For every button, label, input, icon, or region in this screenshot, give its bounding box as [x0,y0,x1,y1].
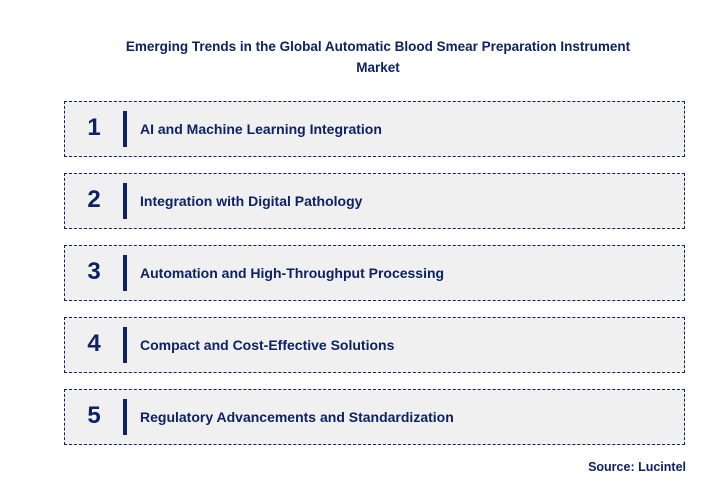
trend-label: Integration with Digital Pathology [140,193,363,209]
trend-label: Regulatory Advancements and Standardizat… [140,409,454,425]
list-item[interactable]: 1 AI and Machine Learning Integration [64,101,685,157]
source-attribution: Source: Lucintel [588,458,686,476]
title-line-1: Emerging Trends in the Global Automatic … [125,39,631,54]
trend-number: 4 [87,330,101,357]
divider [123,399,127,435]
source-text: Source: Lucintel [588,460,686,474]
page-title: Emerging Trends in the Global Automatic … [66,36,690,78]
title-line-2: Market [356,60,400,75]
divider [123,327,127,363]
trend-number: 5 [87,402,101,429]
trend-list: 1 AI and Machine Learning Integration 2 … [64,101,685,445]
trend-number: 3 [87,258,101,285]
divider [123,111,127,147]
list-item[interactable]: 4 Compact and Cost-Effective Solutions [64,317,685,373]
list-item[interactable]: 3 Automation and High-Throughput Process… [64,245,685,301]
divider [123,255,127,291]
divider [123,183,127,219]
trend-label: Compact and Cost-Effective Solutions [140,337,395,353]
trend-label: AI and Machine Learning Integration [140,121,382,137]
trend-number: 1 [87,114,101,141]
trend-label: Automation and High-Throughput Processin… [140,265,445,281]
list-item[interactable]: 5 Regulatory Advancements and Standardiz… [64,389,685,445]
list-item[interactable]: 2 Integration with Digital Pathology [64,173,685,229]
trend-number: 2 [87,186,101,213]
